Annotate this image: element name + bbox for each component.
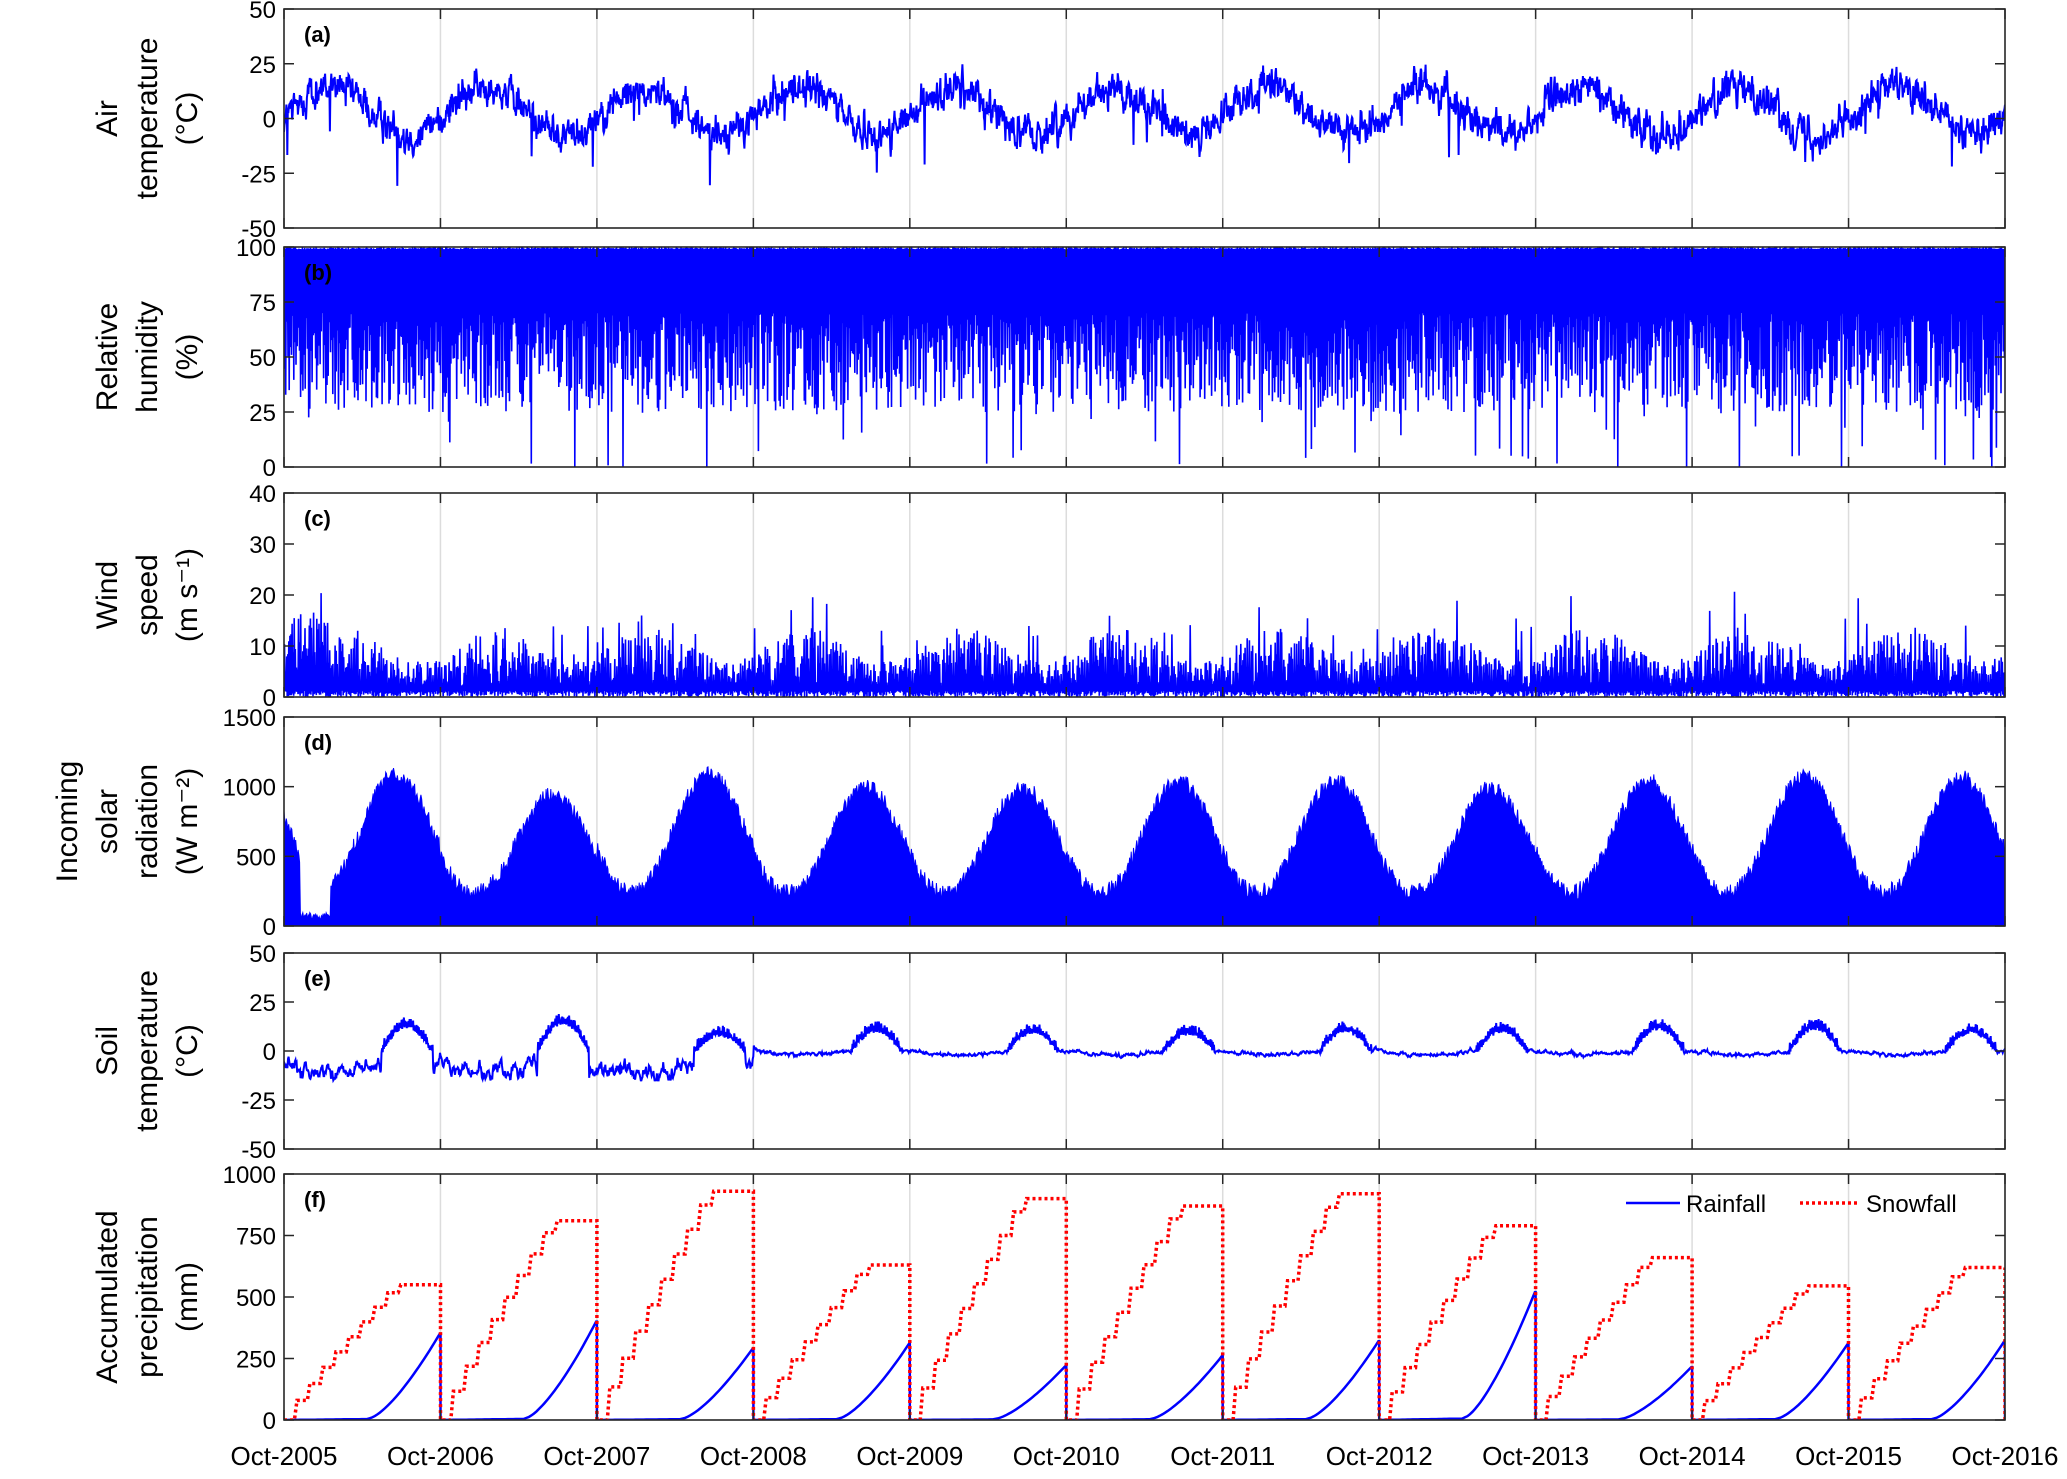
y-tick-label: -25 (241, 161, 276, 188)
panel-tag: (b) (304, 260, 332, 285)
y-axis-label: Accumulated precipitation (mm) (91, 1210, 204, 1383)
axes-box (283, 952, 2006, 1150)
y-tick-label: 25 (249, 400, 276, 427)
panel-tag: (e) (304, 966, 331, 991)
y-axis-label: Wind speed (m s⁻¹) (91, 548, 204, 642)
y-axis-label-line: Relative (91, 303, 124, 411)
snowfall-line (284, 1189, 2005, 1420)
y-tick-label: 0 (263, 107, 276, 134)
x-tick-label: Oct-2011 (1170, 1441, 1275, 1471)
panel-tag: (d) (304, 730, 332, 755)
y-tick-label: 1000 (223, 775, 276, 802)
y-axis-label-line: Wind (91, 561, 124, 629)
x-tick-label: Oct-2006 (387, 1441, 494, 1471)
soil-temperature-line (284, 1014, 2005, 1084)
y-tick-label: 0 (263, 455, 276, 482)
y-tick-label: 0 (263, 1408, 276, 1435)
y-tick-label: 100 (236, 235, 276, 262)
y-tick-label: 25 (249, 52, 276, 79)
y-axis-label-line: humidity (131, 301, 164, 413)
plot-area (284, 247, 2005, 467)
y-tick-label: -25 (241, 1088, 276, 1115)
x-tick-label: Oct-2010 (1013, 1441, 1120, 1471)
air-temperature-line (284, 64, 2005, 186)
y-tick-label: 500 (236, 844, 276, 871)
y-tick-label: 50 (249, 0, 276, 24)
panel-d: 0 500 1000 1500 (d) Incoming solar radiation (W … (51, 705, 2006, 941)
x-tick-label: Oct-2014 (1639, 1441, 1746, 1471)
y-tick-label: 1000 (223, 1162, 276, 1189)
y-axis-label-line: Air (91, 100, 124, 137)
y-tick-label: 40 (249, 481, 276, 508)
y-tick-label: 25 (249, 990, 276, 1017)
x-tick-label: Oct-2007 (543, 1441, 650, 1471)
axes-box (283, 716, 2006, 927)
x-tick-label: Oct-2012 (1326, 1441, 1433, 1471)
panel-a: -50 -25 0 25 50 (a) Air temperature (°C) (91, 0, 2006, 243)
solar-radiation-area (284, 766, 2005, 926)
y-tick-label: 20 (249, 583, 276, 610)
y-tick-label: 0 (263, 1039, 276, 1066)
y-tick-label: 0 (263, 685, 276, 712)
legend-rainfall-label: Rainfall (1686, 1191, 1766, 1218)
y-axis-label-line: solar (91, 789, 124, 854)
rainfall-line (284, 1290, 2005, 1420)
plot-area (284, 1189, 2005, 1420)
panel-tag: (c) (304, 506, 331, 531)
y-axis-label: Incoming solar radiation (W m⁻²) (51, 761, 204, 883)
y-axis-label-line: Soil (91, 1026, 124, 1076)
plot-area (284, 64, 2005, 186)
y-axis-label: Soil temperature (°C) (91, 970, 204, 1132)
x-axis: Oct-2005 Oct-2006 Oct-2007 Oct-2008 Oct-2009… (231, 1441, 2059, 1471)
y-axis-label: Air temperature (°C) (91, 38, 204, 200)
panel-e: -50 -25 0 25 50 (e) Soil temperature (°C) (91, 941, 2006, 1164)
x-tick-label: Oct-2005 (231, 1441, 338, 1471)
plot-area (284, 591, 2005, 697)
y-tick-label: 50 (249, 941, 276, 968)
y-axis-label-line: (°C) (171, 92, 204, 146)
y-axis-label: Relative humidity (%) (91, 301, 204, 413)
x-tick-label: Oct-2016 (1952, 1441, 2059, 1471)
y-axis-label-line: (m s⁻¹) (171, 548, 204, 642)
y-tick-label: 1500 (223, 705, 276, 732)
legend: Rainfall Snowfall (1626, 1191, 1957, 1218)
y-axis-label-line: (%) (171, 334, 204, 381)
y-tick-label: 50 (249, 345, 276, 372)
y-axis-label-line: (W m⁻²) (171, 768, 204, 875)
y-tick-label: 250 (236, 1347, 276, 1374)
panel-f: Rainfall Snowfall 0 250 500 750 1000 (f) Accumul… (91, 1162, 2006, 1435)
panel-tag: (f) (304, 1187, 326, 1212)
y-axis-label-line: speed (131, 554, 164, 636)
y-tick-label: 0 (263, 914, 276, 941)
plot-area (284, 1014, 2005, 1084)
y-axis-label-line: radiation (131, 764, 164, 879)
panel-b: 0 25 50 75 100 (b) Relative humidity (%) (91, 235, 2006, 482)
y-tick-label: -50 (241, 216, 276, 243)
x-tick-label: Oct-2009 (856, 1441, 963, 1471)
panel-tag: (a) (304, 22, 331, 47)
y-tick-label: -50 (241, 1137, 276, 1164)
y-axis-label-line: (mm) (171, 1262, 204, 1332)
y-axis-label-line: Accumulated (91, 1210, 124, 1383)
x-tick-label: Oct-2015 (1795, 1441, 1902, 1471)
y-axis-label-line: temperature (131, 970, 164, 1132)
y-tick-label: 30 (249, 532, 276, 559)
y-tick-label: 10 (249, 634, 276, 661)
x-tick-label: Oct-2008 (700, 1441, 807, 1471)
panel-c: 0 10 20 30 40 (c) Wind speed (m s⁻¹) (91, 481, 2006, 712)
wind-speed-line (284, 591, 2005, 697)
y-tick-label: 500 (236, 1285, 276, 1312)
y-tick-label: 750 (236, 1224, 276, 1251)
legend-snowfall-label: Snowfall (1866, 1191, 1957, 1218)
y-axis-label-line: precipitation (131, 1216, 164, 1378)
y-axis-label-line: Incoming (51, 761, 84, 883)
plot-area (284, 766, 2005, 926)
y-axis-label-line: temperature (131, 38, 164, 200)
relative-humidity-line (284, 247, 2005, 467)
x-tick-label: Oct-2013 (1482, 1441, 1589, 1471)
y-tick-label: 75 (249, 290, 276, 317)
y-axis-label-line: (°C) (171, 1024, 204, 1078)
